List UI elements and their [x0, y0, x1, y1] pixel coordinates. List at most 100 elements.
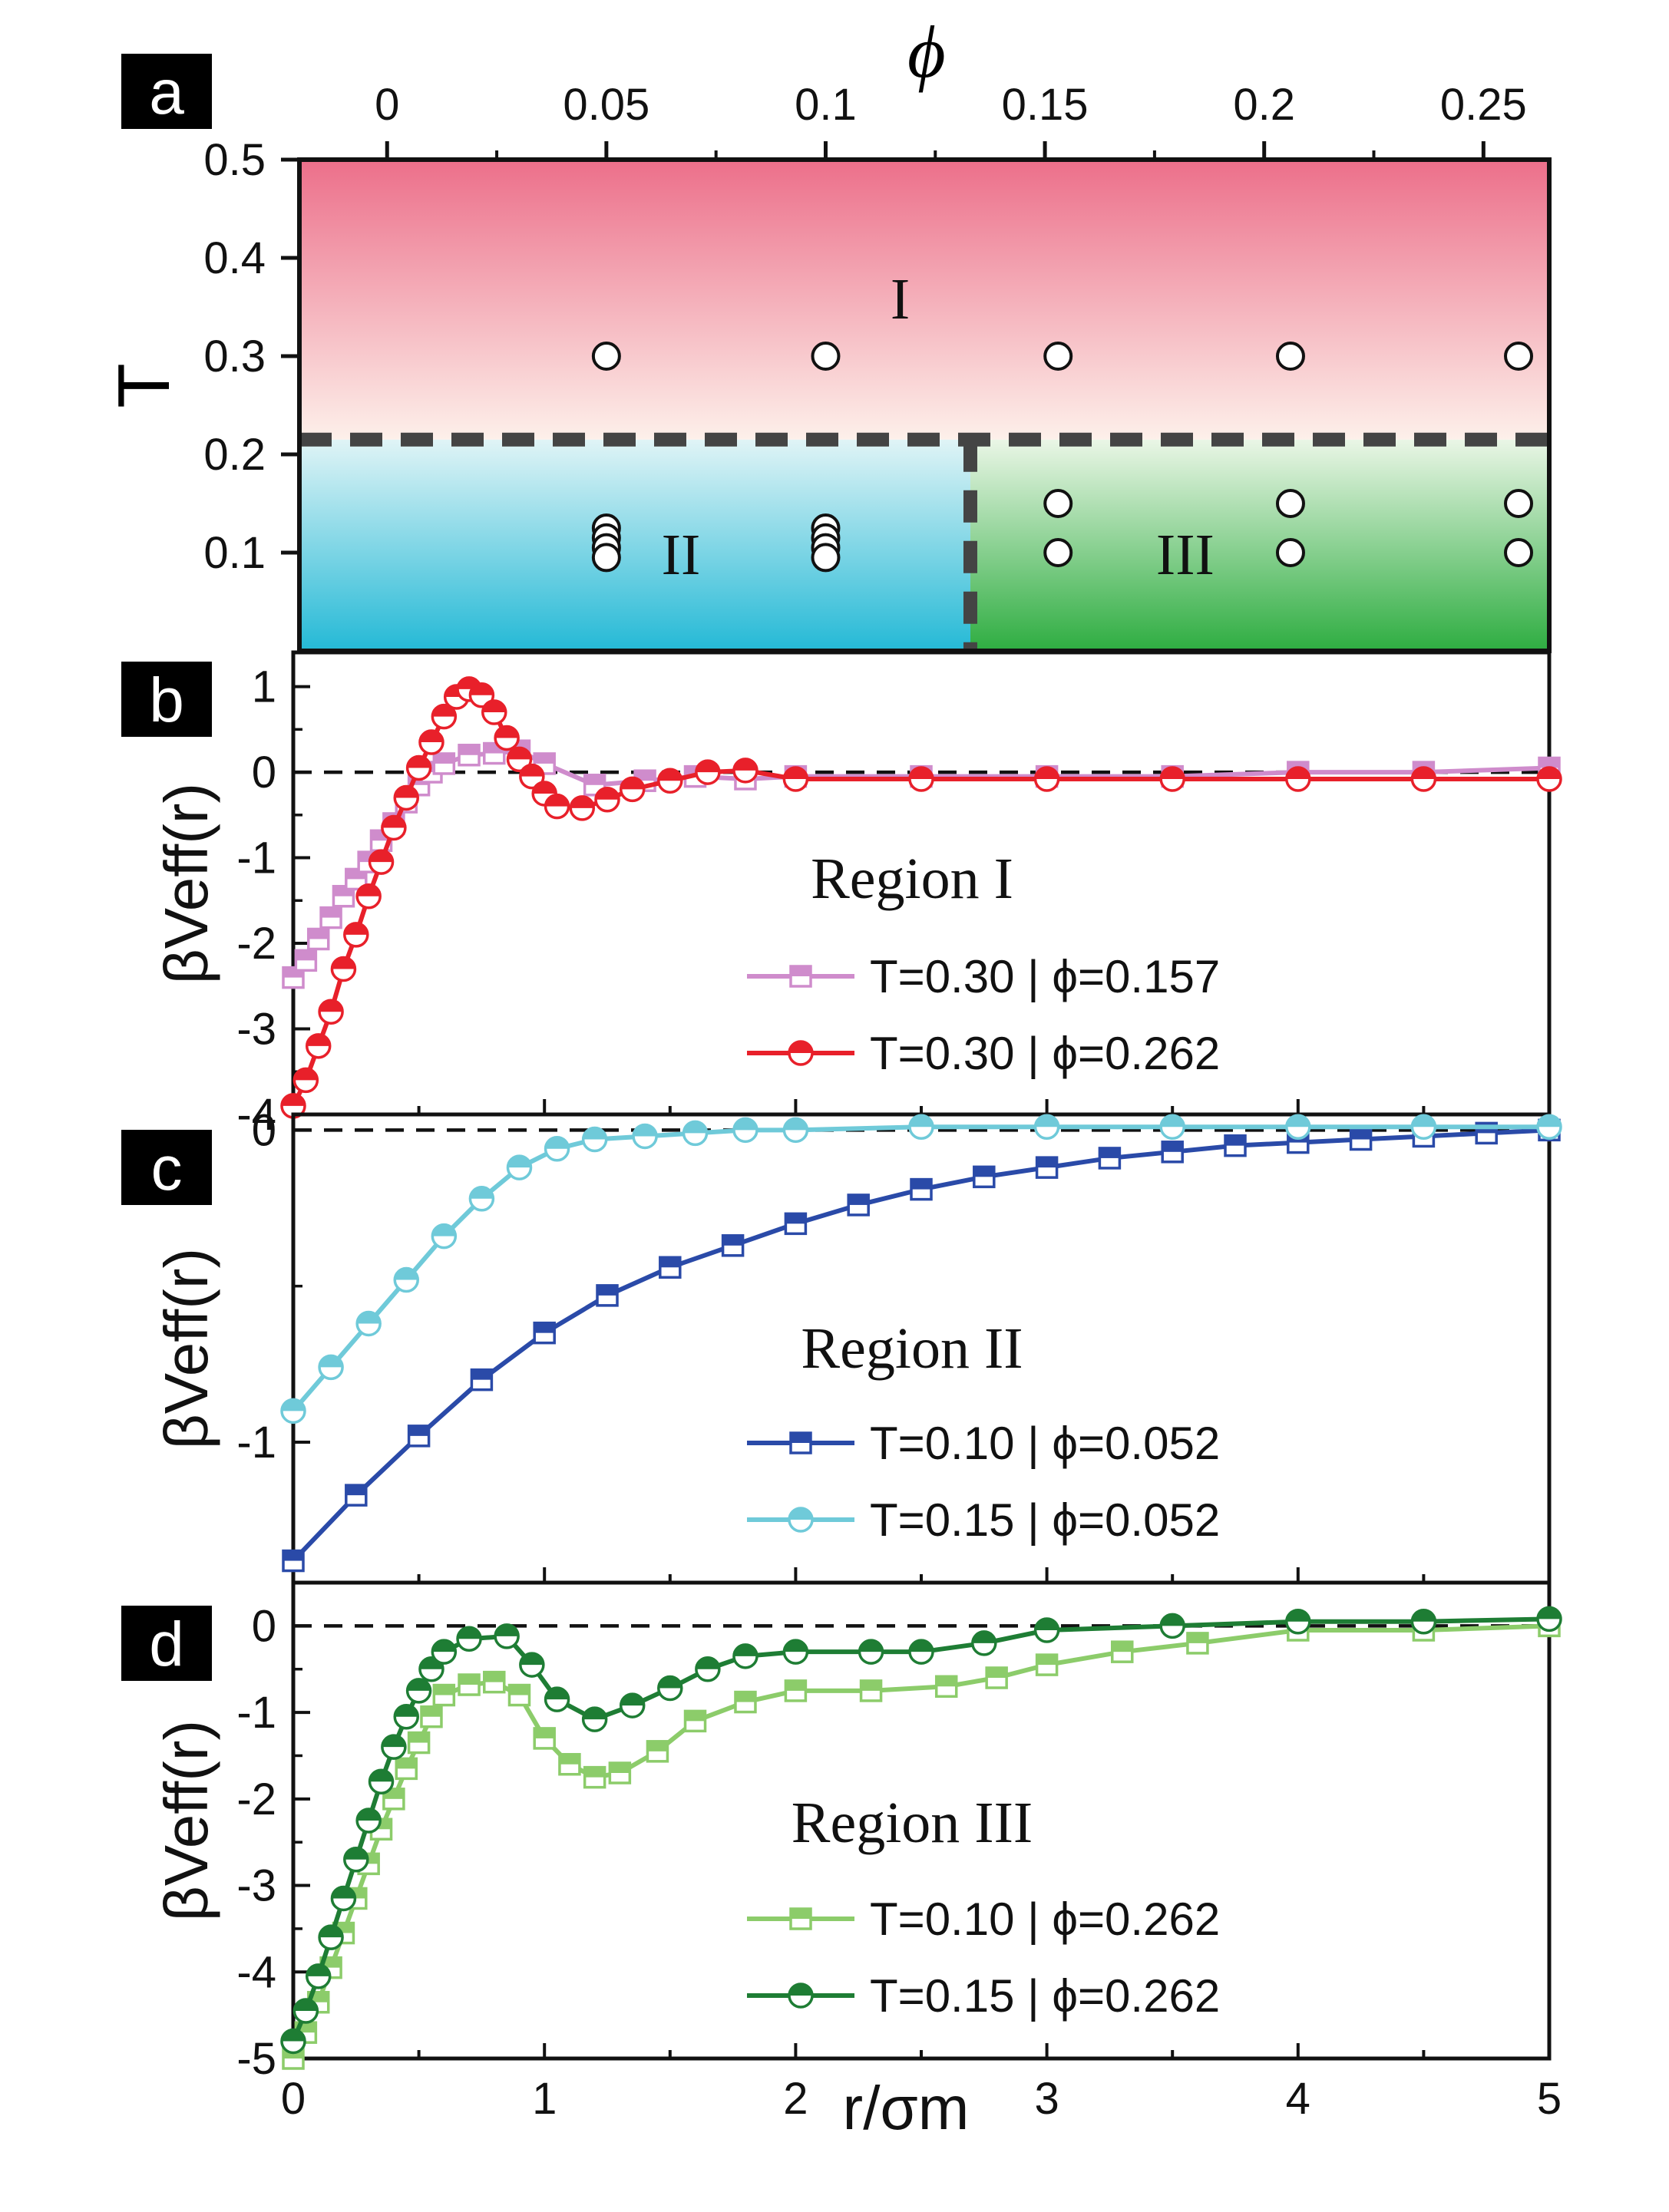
data-point-fill: [1112, 1642, 1132, 1652]
data-point-fill: [1412, 767, 1436, 779]
data-point-fill: [1161, 767, 1185, 779]
data-point-fill: [396, 1758, 417, 1769]
data-point-fill: [421, 1706, 441, 1717]
state-point: [1504, 538, 1534, 567]
data-point-fill: [559, 1754, 580, 1765]
y-tick-label: -4: [236, 1947, 276, 1997]
data-point-fill: [584, 774, 605, 785]
data-point-fill: [507, 748, 531, 760]
phi-tick-label: 0.25: [1440, 80, 1527, 130]
legend-title: Region III: [792, 1791, 1033, 1855]
legend-item-t-0-15-0-052: T=0.15 | ϕ=0.052: [747, 1494, 1220, 1546]
data-point-fill: [696, 761, 719, 773]
data-point-fill: [407, 1679, 431, 1691]
legend-item-t-0-10-0-052: T=0.10 | ϕ=0.052: [747, 1418, 1220, 1469]
legend-label: T=0.15 | ϕ=0.262: [870, 1970, 1220, 2022]
state-points: [591, 342, 1534, 573]
t-axis-title: T: [103, 363, 185, 408]
y-tick-label: -5: [236, 2034, 276, 2084]
data-point-fill: [1225, 1135, 1245, 1146]
region-III-label: III: [1156, 523, 1215, 587]
data-point-fill: [633, 1124, 657, 1137]
data-point-fill: [583, 1127, 606, 1140]
data-point-fill: [357, 1312, 381, 1324]
state-point: [1275, 489, 1305, 518]
data-point-fill: [1161, 1115, 1185, 1127]
y-tick-label: -1: [236, 834, 276, 883]
data-point-fill: [419, 731, 443, 743]
data-point-fill: [1412, 1115, 1436, 1127]
legend-item-t-0-15-0-262: T=0.15 | ϕ=0.262: [747, 1970, 1220, 2022]
data-point-fill: [733, 1118, 757, 1131]
data-point-fill: [296, 950, 316, 961]
data-point-fill: [683, 1121, 707, 1134]
data-point-fill: [791, 1909, 811, 1919]
series-t-0-30-0-262: [280, 676, 1562, 1119]
data-point-fill: [784, 1118, 808, 1131]
data-point-fill: [357, 1809, 381, 1821]
data-point-fill: [1286, 1609, 1310, 1622]
data-point-fill: [1036, 1655, 1057, 1666]
data-point-fill: [733, 758, 757, 771]
y-axis-title: βVeff(r): [152, 1248, 220, 1449]
data-point-fill: [282, 1094, 305, 1106]
data-point-fill: [534, 1728, 555, 1738]
data-point-fill: [308, 929, 329, 939]
data-point-fill: [534, 753, 555, 764]
data-point-fill: [597, 1285, 617, 1296]
data-point-fill: [395, 1705, 418, 1717]
panel-label-a: a: [121, 54, 212, 129]
y-tick-label: -3: [236, 1861, 276, 1911]
data-point-fill: [282, 2029, 305, 2042]
legend-title: Region II: [801, 1316, 1023, 1381]
data-point-fill: [319, 1355, 343, 1368]
region-I-area: [299, 160, 1549, 440]
y-tick-label: -1: [236, 1688, 276, 1738]
data-point-fill: [283, 1550, 303, 1561]
data-point-fill: [789, 1984, 812, 1996]
y-tick-label: 1: [252, 662, 276, 712]
data-point-fill: [987, 1668, 1007, 1678]
t-tick-label: 0.5: [203, 135, 266, 185]
data-point-fill: [319, 1926, 343, 1938]
data-point-fill: [620, 1694, 644, 1706]
data-point-fill: [658, 1676, 682, 1689]
y-tick-label: 0: [252, 1601, 276, 1651]
data-point-fill: [1162, 1141, 1183, 1152]
t-tick-label: 0.2: [203, 430, 266, 480]
panel-b: 1 0 -1 -2 -3 -4 βVeff(r) Region I T=0.30 | ϕ=0.1…: [152, 650, 1562, 1140]
x-tick-label: 2: [783, 2074, 808, 2124]
y-tick-label: -3: [236, 1005, 276, 1055]
y-tick-label: 0: [252, 748, 276, 797]
data-point-fill: [1538, 1607, 1561, 1619]
data-point-fill: [789, 1042, 812, 1053]
data-point-fill: [520, 764, 544, 777]
data-point-fill: [432, 1224, 456, 1236]
x-tick-label: 3: [1034, 2074, 1059, 2124]
panel-a: 0 0.05 0.1 0.15 0.2 0.25 0.1 0.2 0.3 0.4 0.5 I II…: [103, 11, 1552, 653]
region-II-area: [299, 439, 970, 651]
panel-label-b: b: [121, 662, 212, 737]
data-point-fill: [434, 1685, 454, 1695]
y-tick-label: -1: [236, 1418, 276, 1468]
data-point-fill: [861, 1680, 881, 1691]
t-axis-ticks: 0.1 0.2 0.3 0.4 0.5: [203, 135, 299, 578]
state-point: [1043, 538, 1073, 567]
data-point-fill: [495, 1624, 519, 1636]
legend-title: Region I: [811, 847, 1013, 911]
data-point-fill: [357, 884, 381, 896]
y-axis-title: βVeff(r): [152, 1720, 220, 1921]
data-point-fill: [1035, 767, 1059, 779]
data-point-fill: [344, 923, 368, 935]
data-point-fill: [1099, 1147, 1120, 1158]
state-point: [811, 543, 841, 573]
data-point-fill: [1412, 1609, 1436, 1622]
data-point-fill: [658, 769, 682, 781]
state-point: [1275, 538, 1305, 567]
state-point: [591, 543, 621, 573]
data-point-fill: [382, 1735, 405, 1748]
data-point-fill: [1286, 767, 1310, 779]
data-point-fill: [647, 1741, 668, 1751]
data-point-fill: [306, 1034, 330, 1046]
